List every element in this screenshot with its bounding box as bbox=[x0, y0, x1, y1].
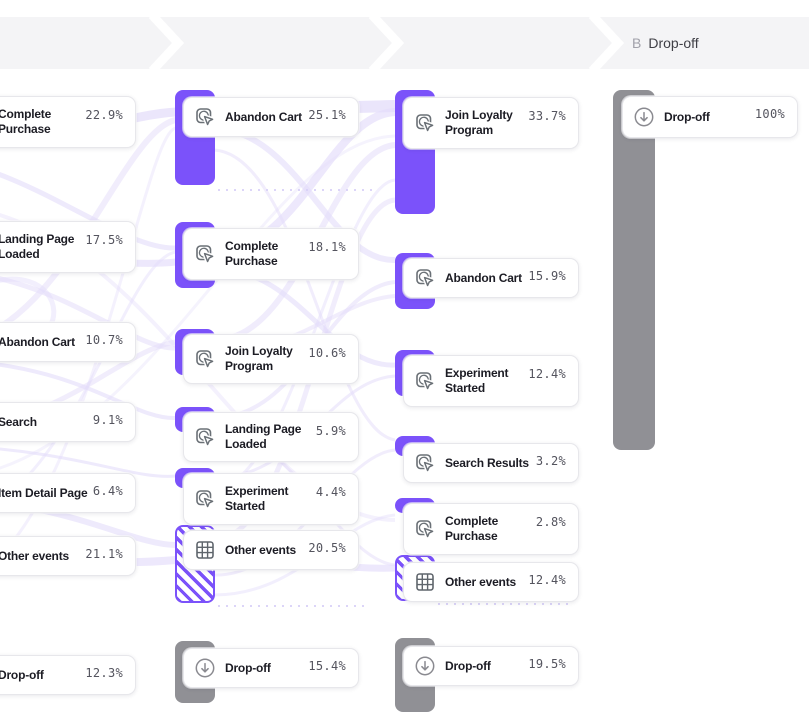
node-label: Item Detail Page bbox=[0, 485, 88, 500]
event-card[interactable]: Landing Page Loaded 5.9% bbox=[183, 412, 359, 462]
event-card[interactable]: Experiment Started 12.4% bbox=[403, 355, 579, 407]
node-label: Join Loyalty Program bbox=[225, 344, 293, 373]
dropoff-arrow-icon bbox=[413, 654, 437, 678]
node-value: 10.6% bbox=[308, 346, 346, 360]
event-cursor-icon bbox=[193, 105, 217, 129]
node-value: 15.4% bbox=[308, 659, 346, 673]
event-cursor-icon bbox=[413, 369, 437, 393]
node-value: 25.1% bbox=[308, 108, 346, 122]
funnel-step-dropoff-label: Drop-off bbox=[648, 35, 699, 51]
other-events-card[interactable]: Other events 20.5% bbox=[183, 530, 359, 570]
event-card[interactable]: Landing Page Loaded 17.5% bbox=[0, 221, 136, 273]
node-label: Search bbox=[0, 414, 37, 429]
node-label: Other events bbox=[225, 542, 296, 557]
node-value: 15.9% bbox=[528, 269, 566, 283]
dropoff-card[interactable]: Drop-off 12.3% bbox=[0, 655, 136, 695]
dropoff-arrow-icon bbox=[632, 105, 656, 129]
funnel-step-dropoff[interactable]: B Drop-off bbox=[632, 17, 699, 69]
dropoff-card[interactable]: Drop-off 100% bbox=[622, 96, 798, 138]
node-value: 9.1% bbox=[92, 413, 123, 427]
node-value: 12.4% bbox=[528, 367, 566, 381]
node-value: 4.4% bbox=[315, 485, 346, 499]
dropoff-bar[interactable] bbox=[613, 90, 655, 450]
grid-icon bbox=[413, 570, 437, 594]
node-label: Abandon Cart bbox=[0, 334, 75, 349]
node-label: Abandon Cart bbox=[225, 109, 302, 124]
node-label: Abandon Cart bbox=[445, 270, 522, 285]
node-value: 33.7% bbox=[528, 109, 566, 123]
node-value: 3.2% bbox=[535, 454, 566, 468]
other-events-card[interactable]: Other events 21.1% bbox=[0, 536, 136, 576]
event-cursor-icon bbox=[413, 517, 437, 541]
node-label: Search Results bbox=[445, 455, 529, 470]
node-label: Drop-off bbox=[664, 109, 710, 124]
node-label: Drop-off bbox=[225, 660, 271, 675]
event-cursor-icon bbox=[413, 111, 437, 135]
node-value: 17.5% bbox=[85, 233, 123, 247]
other-events-card[interactable]: Other events 12.4% bbox=[403, 562, 579, 602]
node-value: 19.5% bbox=[528, 657, 566, 671]
node-label: Experiment Started bbox=[225, 484, 289, 513]
node-label: Landing Page Loaded bbox=[225, 422, 302, 451]
event-cursor-icon bbox=[193, 242, 217, 266]
node-value: 12.3% bbox=[85, 666, 123, 680]
event-cursor-icon bbox=[193, 487, 217, 511]
node-value: 20.5% bbox=[308, 541, 346, 555]
event-card[interactable]: Experiment Started 4.4% bbox=[183, 473, 359, 525]
event-card[interactable]: Item Detail Page 6.4% bbox=[0, 473, 136, 513]
node-value: 21.1% bbox=[85, 547, 123, 561]
dropoff-arrow-icon bbox=[193, 656, 217, 680]
node-value: 100% bbox=[754, 107, 785, 121]
node-label: Landing Page Loaded bbox=[0, 232, 75, 261]
node-value: 12.4% bbox=[528, 573, 566, 587]
node-value: 5.9% bbox=[315, 424, 346, 438]
node-label: Other events bbox=[0, 548, 69, 563]
node-label: Join Loyalty Program bbox=[445, 108, 513, 137]
node-value: 22.9% bbox=[85, 108, 123, 122]
event-cursor-icon bbox=[193, 347, 217, 371]
event-cursor-icon bbox=[413, 266, 437, 290]
node-value: 2.8% bbox=[535, 515, 566, 529]
node-label: Complete Purchase bbox=[445, 514, 499, 543]
node-label: Drop-off bbox=[445, 658, 491, 673]
node-label: Complete Purchase bbox=[225, 239, 279, 268]
chevron-separators bbox=[148, 17, 625, 69]
event-card[interactable]: Abandon Cart 15.9% bbox=[403, 258, 579, 298]
event-card[interactable]: Complete Purchase 22.9% bbox=[0, 96, 136, 148]
funnel-breadcrumb[interactable]: B Drop-off bbox=[0, 17, 809, 69]
node-value: 18.1% bbox=[308, 240, 346, 254]
dropoff-card[interactable]: Drop-off 19.5% bbox=[403, 646, 579, 686]
event-card[interactable]: Abandon Cart 10.7% bbox=[0, 322, 136, 362]
node-label: Other events bbox=[445, 574, 516, 589]
dropoff-card[interactable]: Drop-off 15.4% bbox=[183, 648, 359, 688]
step-prefix-badge: B bbox=[632, 35, 642, 51]
node-value: 10.7% bbox=[85, 333, 123, 347]
event-cursor-icon bbox=[413, 451, 437, 475]
node-label: Drop-off bbox=[0, 667, 44, 682]
event-card[interactable]: Abandon Cart 25.1% bbox=[183, 97, 359, 137]
event-card[interactable]: Complete Purchase 18.1% bbox=[183, 228, 359, 280]
event-card[interactable]: Complete Purchase 2.8% bbox=[403, 503, 579, 555]
grid-icon bbox=[193, 538, 217, 562]
event-card[interactable]: Search Results 3.2% bbox=[403, 443, 579, 483]
event-cursor-icon bbox=[193, 425, 217, 449]
event-card[interactable]: Join Loyalty Program 10.6% bbox=[183, 334, 359, 384]
event-card[interactable]: Join Loyalty Program 33.7% bbox=[403, 97, 579, 149]
event-card[interactable]: Search 9.1% bbox=[0, 402, 136, 442]
node-value: 6.4% bbox=[92, 484, 123, 498]
node-label: Complete Purchase bbox=[0, 107, 52, 136]
node-label: Experiment Started bbox=[445, 366, 509, 395]
